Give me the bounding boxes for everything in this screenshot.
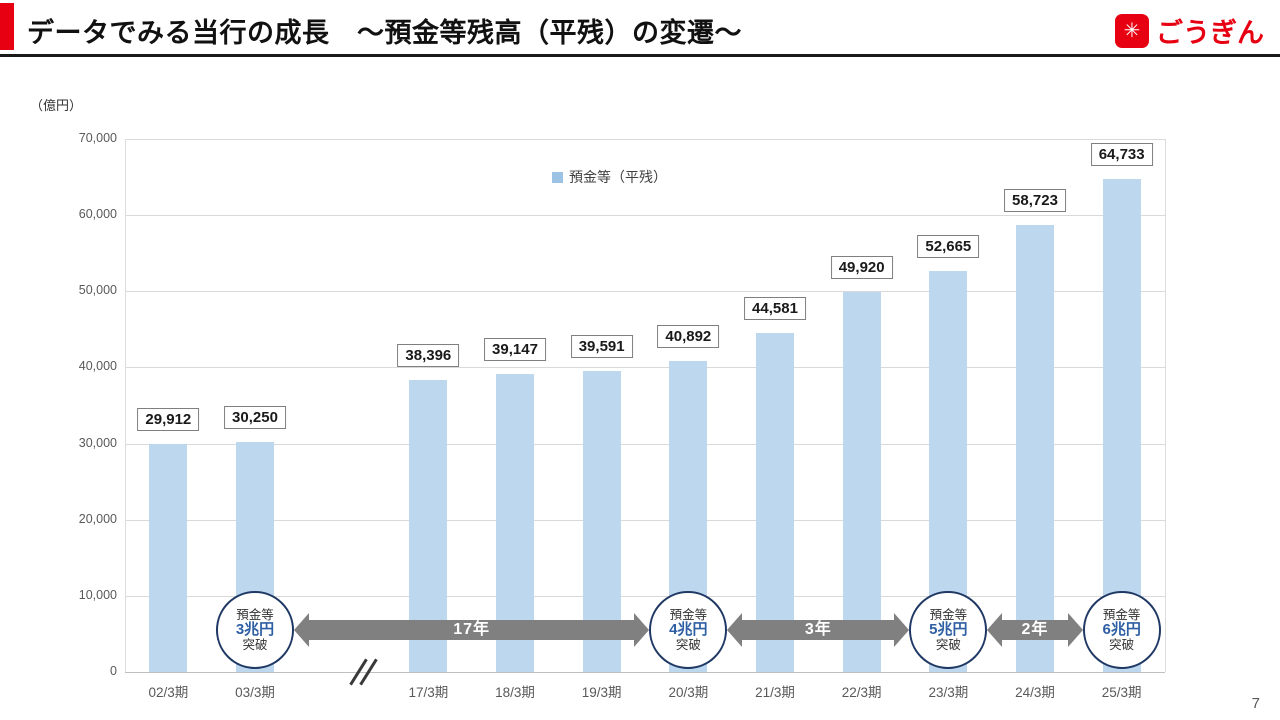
milestone-suffix: 突破 (242, 638, 268, 653)
bar-value-label: 39,147 (484, 337, 546, 361)
x-axis-line (125, 672, 1165, 673)
legend: 預金等（平残） (552, 167, 667, 187)
axis-break-mark (348, 657, 378, 687)
bar-value-label: 44,581 (744, 296, 806, 320)
bar-value-label: 52,665 (917, 234, 980, 258)
bank-logo: ✳ ごうぎん (1115, 11, 1264, 50)
arrowhead-left-icon (727, 613, 743, 647)
y-axis-tick-label: 30,000 (78, 435, 117, 450)
duration-label: 3年 (804, 621, 832, 638)
x-axis-tick-label: 17/3期 (408, 685, 449, 700)
arrowhead-right-icon (1067, 613, 1083, 647)
bar-value-label: 30,250 (224, 405, 286, 429)
y-axis-tick-label: 20,000 (78, 511, 117, 526)
deposit-bar (842, 291, 881, 672)
duration-arrow: 3年 (727, 613, 910, 647)
gridline (125, 519, 1165, 521)
page-title: データでみる当行の成長 ～預金等残高（平残）の変遷～ (27, 18, 742, 48)
y-axis-tick-label: 40,000 (78, 359, 117, 374)
milestone-suffix: 突破 (935, 638, 961, 653)
x-axis-tick-label: 24/3期 (1015, 685, 1055, 700)
chart-area: （億円） 預金等（平残） 0 10,000 20,000 30,000 40,000 50… (0, 57, 1280, 720)
milestone-prefix: 預金等 (669, 607, 708, 622)
x-axis-tick-label: 25/3期 (1101, 685, 1142, 700)
bar-value-label: 39,591 (570, 334, 633, 358)
y-axis-tick-label: 10,000 (78, 587, 117, 602)
duration-label: 2年 (1021, 621, 1049, 638)
deposit-bar (149, 444, 188, 672)
page-number: 7 (1251, 695, 1260, 712)
duration-arrow: 17年 (294, 613, 650, 647)
gogin-logo-text: ごうぎん (1156, 18, 1264, 48)
gogin-logo-icon: ✳ (1115, 13, 1149, 48)
milestone-suffix: 突破 (675, 638, 701, 653)
arrowhead-left-icon (294, 613, 309, 647)
milestone-prefix: 預金等 (236, 607, 274, 622)
milestone-circle: 預金等 5兆円 突破 (909, 591, 988, 669)
y-axis-unit-label: （億円） (30, 98, 83, 113)
gridline (125, 215, 1165, 217)
duration-arrow: 2年 (987, 613, 1083, 647)
duration-label: 17年 (453, 621, 491, 638)
y-axis-tick-label: 70,000 (78, 131, 117, 145)
deposit-bar (756, 332, 794, 672)
legend-marker-icon (552, 171, 563, 183)
milestone-amount: 4兆円 (669, 620, 708, 638)
plot-border-line (1165, 139, 1166, 672)
bar-value-label: 38,396 (397, 343, 460, 367)
x-axis-tick-label: 19/3期 (581, 685, 622, 700)
gridline (125, 139, 1165, 140)
arrowhead-left-icon (987, 613, 1003, 647)
bar-value-label: 64,733 (1090, 143, 1153, 167)
gridline (125, 291, 1165, 293)
milestone-prefix: 預金等 (929, 607, 968, 622)
bar-value-label: 29,912 (137, 408, 200, 432)
milestone-circle: 預金等 6兆円 突破 (1082, 591, 1161, 669)
arrow-body (740, 620, 897, 640)
milestone-amount: 6兆円 (1102, 620, 1141, 638)
x-axis-tick-label: 18/3期 (495, 685, 535, 700)
x-axis-tick-label: 22/3期 (841, 685, 882, 700)
y-axis-tick-label: 60,000 (78, 207, 117, 222)
plot-border-line (125, 139, 126, 672)
arrow-body (1000, 620, 1070, 640)
x-axis-tick-label: 20/3期 (668, 685, 709, 700)
bar-value-label: 40,892 (657, 324, 720, 348)
x-axis-tick-label: 23/3期 (928, 685, 969, 700)
gridline (125, 443, 1165, 445)
bar-value-label: 58,723 (1004, 188, 1066, 212)
deposit-bar (1102, 179, 1141, 672)
milestone-amount: 5兆円 (929, 620, 968, 638)
y-axis-tick-label: 50,000 (78, 283, 117, 298)
slide-header: データでみる当行の成長 ～預金等残高（平残）の変遷～ ✳ ごうぎん (0, 0, 1280, 57)
legend-label: 預金等（平残） (569, 169, 667, 185)
milestone-amount: 3兆円 (235, 620, 275, 638)
milestone-circle: 預金等 3兆円 突破 (216, 591, 294, 669)
gridline (125, 595, 1165, 597)
arrowhead-right-icon (894, 613, 910, 647)
arrowhead-right-icon (634, 613, 650, 647)
x-axis-tick-label: 21/3期 (755, 685, 795, 700)
milestone-prefix: 預金等 (1102, 607, 1141, 622)
milestone-circle: 預金等 4兆円 突破 (649, 591, 728, 669)
arrow-body (307, 620, 637, 640)
y-axis-tick-label: 0 (110, 664, 117, 678)
title-accent-bar (0, 3, 14, 50)
deposit-bar (1016, 224, 1054, 672)
milestone-suffix: 突破 (1109, 638, 1135, 653)
x-axis-tick-label: 02/3期 (148, 685, 189, 700)
bar-value-label: 49,920 (830, 255, 893, 279)
gridline (125, 367, 1165, 369)
x-axis-tick-label: 03/3期 (235, 685, 275, 700)
